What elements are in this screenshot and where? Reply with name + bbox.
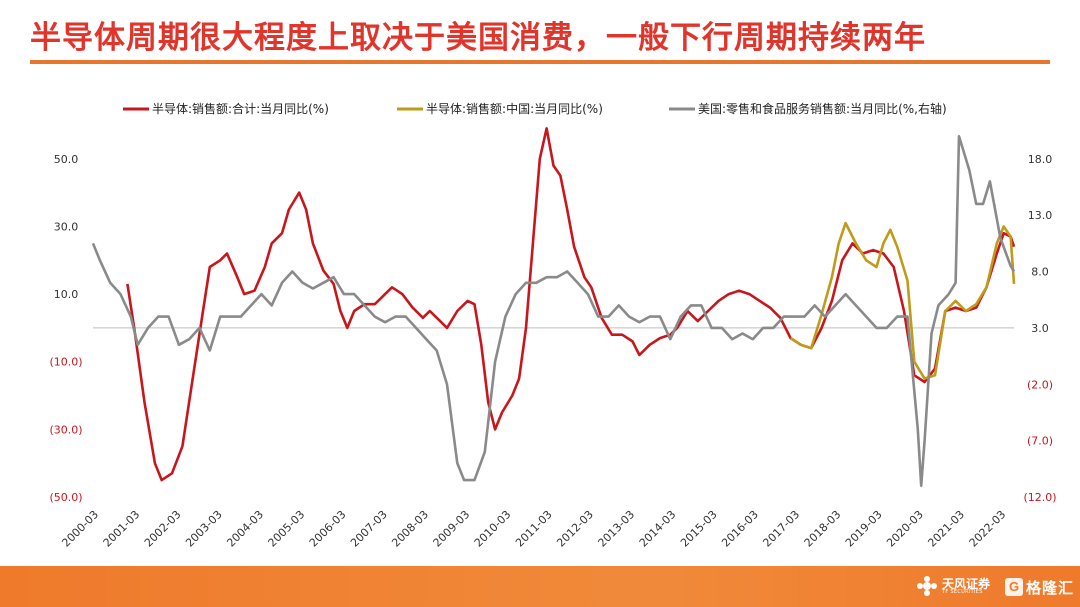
x-tick-label: 2016-03 [719,508,761,550]
y-left-tick-label: 30.0 [54,220,79,233]
y-right-tick-label: (7.0) [1027,435,1053,448]
title-divider [30,60,1050,64]
logo1-sub: TF SECURITIES [942,588,983,595]
y-left-tick-label: (10.0) [49,356,82,369]
series-line-2 [789,221,1016,380]
y-right-tick-label: (12.0) [1023,491,1056,504]
y-right-tick-label: 8.0 [1031,266,1049,279]
y-right-tick-label: 13.0 [1028,209,1053,222]
x-tick-label: 2003-03 [183,508,225,550]
x-tick-label: 2010-03 [472,508,514,550]
legend-label: 美国:零售和食品服务销售额:当月同比(%,右轴) [698,101,947,116]
legend-label: 半导体:销售额:合计:当月同比(%) [152,101,329,116]
g-logo-icon: G [1005,578,1023,596]
x-tick-label: 2005-03 [266,508,308,550]
x-tick-label: 2000-03 [59,508,101,550]
x-tick-label: 2018-03 [802,508,844,550]
line-chart: 半导体:销售额:合计:当月同比(%) 半导体:销售额:中国:当月同比(%) 美国:零… [49,101,1056,550]
x-tick-label: 2015-03 [678,508,720,550]
y-right-tick-label: 18.0 [1028,153,1053,166]
legend: 半导体:销售额:合计:当月同比(%) 半导体:销售额:中国:当月同比(%) 美国:零… [123,101,947,116]
x-tick-label: 2007-03 [348,508,390,550]
axes: 50.0 30.0 10.0 (10.0) (30.0) (50.0) 18.0 13.0 8.… [49,153,1056,550]
x-tick-label: 2022-03 [967,508,1009,550]
x-tick-label: 2021-03 [925,508,967,550]
page-title: 半导体周期很大程度上取决于美国消费，一般下行周期持续两年 [30,20,926,56]
x-tick-label: 2009-03 [431,508,473,550]
x-tick-label: 2004-03 [224,508,266,550]
x-tick-label: 2020-03 [884,508,926,550]
y-right-tick-label: (2.0) [1027,378,1053,391]
x-tick-label: 2006-03 [307,508,349,550]
y-left-tick-label: 50.0 [54,153,79,166]
series-line-1 [126,127,1016,482]
series-lines [91,127,1016,487]
tf-securities-logo: 天风证券 TF SECURITIES [916,575,990,597]
y-left-tick-label: 10.0 [54,288,79,301]
series-line-3 [91,135,1016,487]
x-tick-label: 2002-03 [142,508,184,550]
y-left-tick-label: (50.0) [49,491,82,504]
flower-icon [917,576,937,596]
gelonghui-logo: G 格隆汇 [1005,576,1074,598]
x-tick-label: 2017-03 [760,508,802,550]
logo2-text: 格隆汇 [1026,578,1075,597]
x-tick-label: 2019-03 [843,508,885,550]
y-left-tick-label: (30.0) [49,423,82,436]
y-right-tick-label: 3.0 [1031,322,1049,335]
footer-bar [0,566,1080,607]
x-tick-label: 2001-03 [101,508,143,550]
x-tick-label: 2013-03 [596,508,638,550]
logo1-text: 天风证券 [942,576,991,591]
x-tick-label: 2008-03 [389,508,431,550]
x-tick-label: 2012-03 [554,508,596,550]
legend-label: 半导体:销售额:中国:当月同比(%) [426,101,603,116]
x-tick-label: 2014-03 [637,508,679,550]
x-tick-label: 2011-03 [513,508,555,550]
